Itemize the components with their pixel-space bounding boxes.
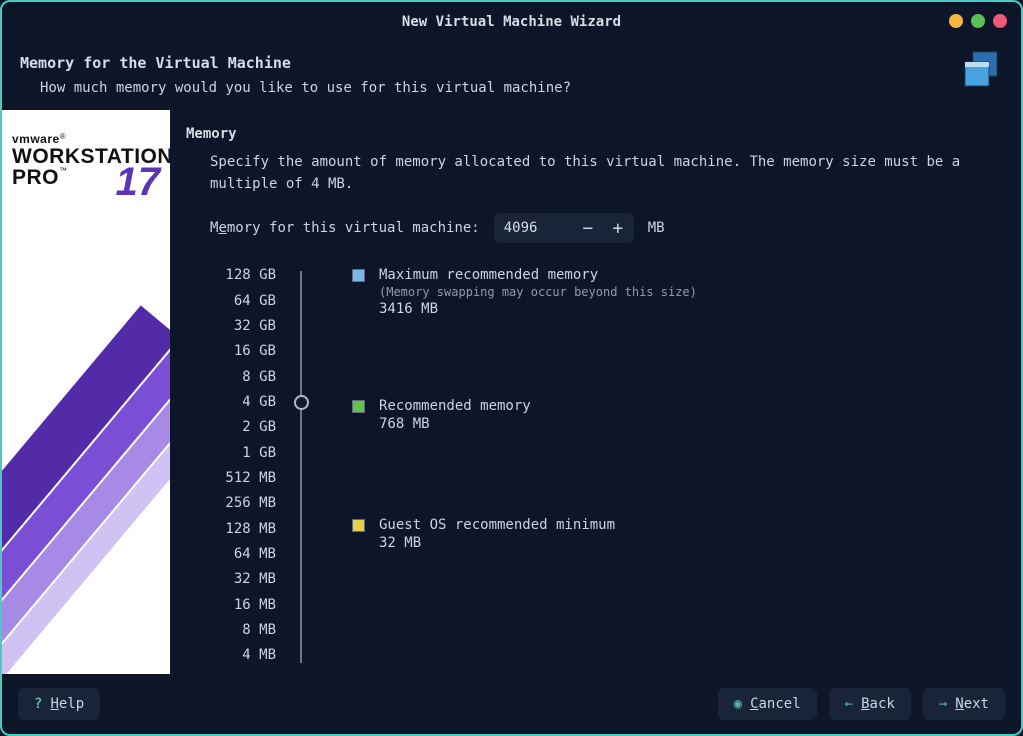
logo-decoration <box>2 382 170 674</box>
scale-tick-label: 8 MB <box>210 622 276 638</box>
minimize-button[interactable] <box>949 14 963 28</box>
marker-recommended: Recommended memory 768 MB <box>352 398 531 432</box>
marker-value: 768 MB <box>379 414 531 432</box>
content-row: vmware® WORKSTATION PRO™ 17 Memory Speci… <box>2 110 1021 674</box>
marker-note: (Memory swapping may occur beyond this s… <box>379 283 697 299</box>
window-title: New Virtual Machine Wizard <box>402 14 621 30</box>
memory-scale-labels: 128 GB 64 GB 32 GB 16 GB 8 GB 4 GB 2 GB 1 GB 512… <box>210 267 294 663</box>
marker-title: Maximum recommended memory <box>379 267 697 283</box>
scale-tick-label: 64 GB <box>210 293 276 309</box>
scale-tick-label: 128 MB <box>210 521 276 537</box>
scale-tick-label: 4 GB <box>210 394 276 410</box>
slider-thumb[interactable] <box>294 395 309 410</box>
memory-stepper: − + <box>494 213 634 243</box>
marker-title: Guest OS recommended minimum <box>379 517 615 533</box>
marker-column: Maximum recommended memory (Memory swapp… <box>358 267 1005 677</box>
button-label: Back <box>861 696 895 712</box>
arrow-left-icon: ← <box>845 696 853 712</box>
maximize-button[interactable] <box>971 14 985 28</box>
titlebar: New Virtual Machine Wizard <box>2 2 1021 42</box>
memory-increment-button[interactable]: + <box>608 218 628 239</box>
marker-value: 32 MB <box>379 533 615 551</box>
close-button[interactable] <box>993 14 1007 28</box>
marker-swatch-icon <box>352 400 365 413</box>
memory-input-row: Memory for this virtual machine: − + MB <box>186 195 1005 243</box>
button-label: Cancel <box>750 696 801 712</box>
scale-tick-label: 16 MB <box>210 597 276 613</box>
memory-input-label: Memory for this virtual machine: <box>210 220 480 236</box>
scale-tick-label: 8 GB <box>210 369 276 385</box>
section-heading: Memory <box>186 126 1005 142</box>
memory-icon <box>959 48 1003 96</box>
marker-value: 3416 MB <box>379 299 697 317</box>
product-logo-panel: vmware® WORKSTATION PRO™ 17 <box>2 110 170 674</box>
section-description: Specify the amount of memory allocated t… <box>186 142 1005 195</box>
memory-decrement-button[interactable]: − <box>578 218 598 239</box>
back-button[interactable]: ← Back <box>829 688 911 720</box>
memory-slider-area: 128 GB 64 GB 32 GB 16 GB 8 GB 4 GB 2 GB 1 GB 512… <box>210 267 1005 677</box>
cancel-icon: ◉ <box>734 696 742 712</box>
window-controls <box>949 14 1007 28</box>
product-version: 17 <box>116 160 161 205</box>
scale-tick-label: 256 MB <box>210 495 276 511</box>
wizard-footer: ? Help ◉ Cancel ← Back → Next <box>2 674 1021 734</box>
memory-input[interactable] <box>504 220 568 236</box>
arrow-right-icon: → <box>939 696 947 712</box>
scale-tick-label: 2 GB <box>210 419 276 435</box>
button-label: Next <box>955 696 989 712</box>
scale-tick-label: 32 GB <box>210 318 276 334</box>
page-title: Memory for the Virtual Machine <box>20 54 1003 72</box>
marker-swatch-icon <box>352 269 365 282</box>
marker-title: Recommended memory <box>379 398 531 414</box>
wizard-window: New Virtual Machine Wizard Memory for th… <box>0 0 1023 736</box>
scale-tick-label: 512 MB <box>210 470 276 486</box>
scale-tick-label: 64 MB <box>210 546 276 562</box>
cancel-button[interactable]: ◉ Cancel <box>718 688 817 720</box>
marker-swatch-icon <box>352 519 365 532</box>
slider-track <box>300 271 302 663</box>
memory-slider[interactable] <box>294 267 358 677</box>
marker-max-recommended: Maximum recommended memory (Memory swapp… <box>352 267 697 317</box>
scale-tick-label: 1 GB <box>210 445 276 461</box>
page-subtitle: How much memory would you like to use fo… <box>20 72 1003 100</box>
next-button[interactable]: → Next <box>923 688 1005 720</box>
scale-tick-label: 4 MB <box>210 647 276 663</box>
marker-os-minimum: Guest OS recommended minimum 32 MB <box>352 517 615 551</box>
scale-tick-label: 128 GB <box>210 267 276 283</box>
scale-tick-label: 32 MB <box>210 571 276 587</box>
help-icon: ? <box>34 696 42 712</box>
scale-tick-label: 16 GB <box>210 343 276 359</box>
main-panel: Memory Specify the amount of memory allo… <box>170 110 1021 674</box>
help-button[interactable]: ? Help <box>18 688 100 720</box>
memory-unit-label: MB <box>648 220 665 236</box>
button-label: Help <box>50 696 84 712</box>
wizard-header: Memory for the Virtual Machine How much … <box>2 42 1021 110</box>
